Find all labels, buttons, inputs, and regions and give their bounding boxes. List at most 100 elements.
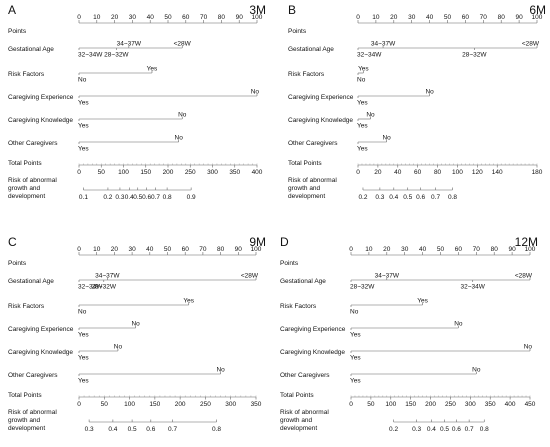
level-label: No (357, 77, 366, 84)
panel-letter: C (8, 235, 17, 249)
total-tick-label: 450 (525, 401, 536, 408)
points-tick-label: 0 (77, 14, 81, 21)
risk-label: growth and (8, 417, 41, 424)
points-tick-label: 0 (77, 246, 81, 253)
level-label: Yes (357, 100, 368, 107)
risk-tick-label: 0.6 (146, 426, 155, 433)
variable-label: Gestational Age (288, 46, 334, 53)
total-tick-label: 350 (251, 401, 262, 408)
risk-tick-label: 0.8 (212, 426, 221, 433)
variable-label: Other Caregivers (8, 140, 58, 147)
points-tick-label: 90 (515, 14, 523, 21)
nomogram-panel: D 12M Points 0 10 20 30 40 50 60 70 80 90 100 Gestatio… (280, 235, 538, 433)
risk-tick-label: 0.3 (412, 426, 421, 433)
level-label: No (382, 135, 391, 142)
level-label: 34~37W (375, 273, 400, 280)
panel-letter: D (280, 235, 289, 249)
level-label: 28~32W (104, 52, 129, 59)
total-tick-label: 200 (175, 401, 186, 408)
risk-tick-label: 0.7 (168, 426, 177, 433)
risk-label: development (8, 425, 45, 432)
points-tick-label: 90 (236, 14, 244, 21)
level-label: 32~34W (357, 52, 382, 59)
level-label: 32~34W (461, 284, 486, 291)
level-label: Yes (78, 123, 89, 130)
points-tick-label: 100 (525, 246, 536, 253)
level-label: Yes (78, 378, 89, 385)
variable-label: Caregiving Experience (8, 326, 74, 333)
points-tick-label: 100 (532, 14, 543, 21)
total-tick-label: 300 (465, 401, 476, 408)
risk-label: growth and (8, 185, 41, 192)
total-tick-label: 400 (252, 169, 263, 176)
timepoint-label: 3M (249, 3, 266, 17)
level-label: No (350, 309, 359, 316)
level-label: No (251, 89, 260, 96)
total-tick-label: 350 (229, 169, 240, 176)
points-tick-label: 30 (128, 246, 136, 253)
timepoint-label: 9M (249, 235, 266, 249)
total-tick-label: 150 (149, 401, 160, 408)
level-label: Yes (417, 298, 428, 305)
level-label: Yes (350, 332, 361, 339)
points-tick-label: 60 (182, 246, 190, 253)
variable-label: Other Caregivers (8, 372, 58, 379)
level-label: <28W (522, 41, 540, 48)
variable-label: Gestational Age (8, 46, 54, 53)
points-tick-label: 50 (444, 14, 452, 21)
total-tick-label: 40 (394, 169, 402, 176)
level-label: No (178, 112, 187, 119)
points-tick-label: 70 (480, 14, 488, 21)
risk-label: development (8, 193, 45, 200)
points-label: Points (288, 28, 307, 35)
level-label: Yes (350, 378, 361, 385)
level-label: 28~32W (92, 284, 117, 291)
total-tick-label: 250 (200, 401, 211, 408)
total-tick-label: 150 (405, 401, 416, 408)
points-tick-label: 90 (235, 246, 243, 253)
risk-tick-label: 0.8 (448, 194, 457, 201)
total-tick-label: 0 (77, 401, 81, 408)
level-label: 34~37W (95, 273, 120, 280)
variable-label: Risk Factors (288, 71, 325, 78)
level-label: Yes (78, 100, 89, 107)
points-tick-label: 40 (426, 14, 434, 21)
total-tick-label: 0 (349, 401, 353, 408)
points-tick-label: 50 (164, 14, 172, 21)
variable-label: Caregiving Knowledge (288, 117, 353, 124)
points-tick-label: 80 (498, 14, 506, 21)
level-label: 28~32W (350, 284, 375, 291)
points-tick-label: 70 (200, 14, 208, 21)
total-tick-label: 50 (367, 401, 375, 408)
risk-tick-label: 0.8 (480, 426, 489, 433)
total-points-label: Total Points (8, 160, 42, 167)
level-label: No (78, 77, 87, 84)
nomogram-panel: A 3M Points 0 10 20 30 40 50 60 70 80 90 100 Gestation… (8, 3, 266, 201)
total-tick-label: 100 (385, 401, 396, 408)
total-tick-label: 100 (452, 169, 463, 176)
total-tick-label: 20 (374, 169, 382, 176)
points-tick-label: 20 (111, 246, 119, 253)
nomogram-panel: C 9M Points 0 10 20 30 40 50 60 70 80 90 100 Gestation… (8, 235, 266, 433)
total-tick-label: 200 (163, 169, 174, 176)
points-tick-label: 80 (218, 14, 226, 21)
level-label: No (366, 112, 375, 119)
risk-tick-label: 0.3 (375, 194, 384, 201)
points-tick-label: 40 (147, 14, 155, 21)
level-label: No (175, 135, 184, 142)
level-label: Yes (78, 355, 89, 362)
level-label: 34~37W (371, 41, 396, 48)
total-tick-label: 400 (505, 401, 516, 408)
total-points-label: Total Points (8, 392, 42, 399)
risk-label: Risk of abnormal (8, 409, 57, 416)
points-tick-label: 100 (251, 246, 262, 253)
variable-label: Risk Factors (8, 71, 45, 78)
points-tick-label: 60 (182, 14, 190, 21)
timepoint-label: 12M (515, 235, 538, 249)
variable-label: Caregiving Knowledge (8, 349, 73, 356)
total-tick-label: 140 (492, 169, 503, 176)
total-tick-label: 50 (101, 401, 109, 408)
total-tick-label: 250 (185, 169, 196, 176)
risk-tick-label: 0.3 (115, 194, 124, 201)
